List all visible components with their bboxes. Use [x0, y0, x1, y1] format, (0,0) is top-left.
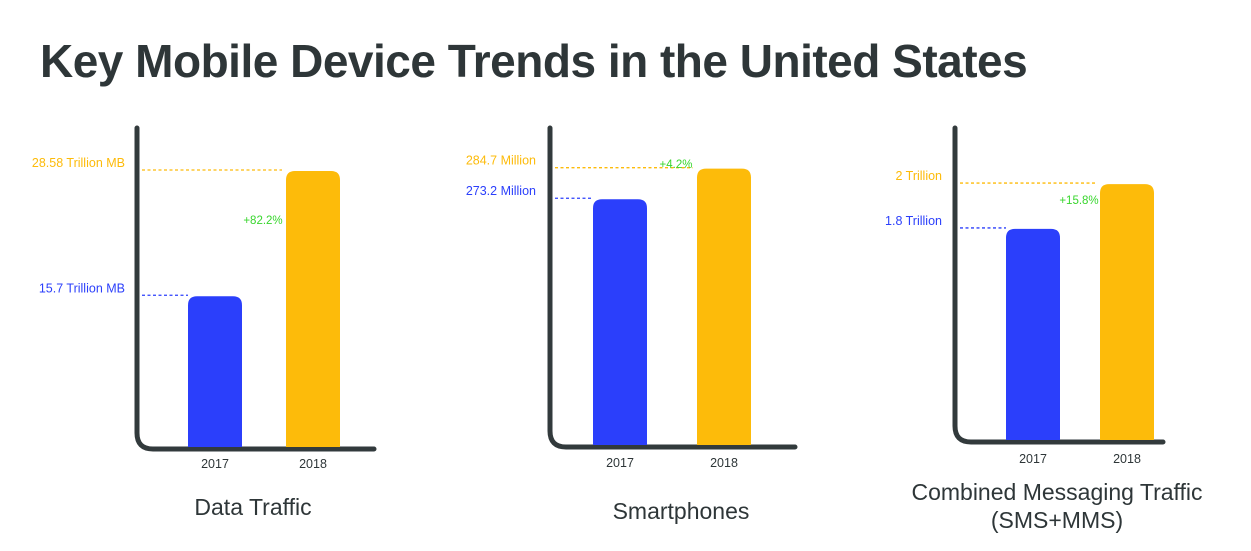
chart-3-category-label-2017: 2017	[1019, 452, 1047, 466]
chart-2-bar-2018	[697, 168, 751, 446]
chart-2-change-label: +4.2%	[660, 159, 693, 171]
chart-2-title: Smartphones	[613, 498, 750, 524]
chart-3-bar-2017	[1006, 228, 1060, 440]
chart-3-value-label-2018: 2 Trillion	[895, 169, 942, 183]
chart-3-title-line-1: Combined Messaging Traffic	[911, 479, 1202, 505]
chart-3-title: Combined Messaging Traffic (SMS+MMS)	[911, 479, 1202, 533]
page-title: Key Mobile Device Trends in the United S…	[40, 35, 1028, 87]
chart-3-change-label: +15.8%	[1059, 195, 1098, 207]
chart-1-bar-2018	[286, 170, 340, 447]
chart-2-bar-2017	[593, 199, 647, 445]
chart-3-bar-2018	[1100, 184, 1154, 440]
chart-2-axis	[547, 125, 798, 450]
chart-3-category-label-2018: 2018	[1113, 452, 1141, 466]
chart-1-category-label-2018: 2018	[299, 457, 327, 471]
chart-3-title-line-2: (SMS+MMS)	[991, 507, 1123, 533]
chart-2-value-label-2017: 273.2 Million	[466, 184, 536, 198]
chart-1-title-line-1: Data Traffic	[194, 494, 311, 520]
chart-3-axis	[952, 125, 1166, 445]
chart-3-value-label-2017: 1.8 Trillion	[885, 214, 942, 228]
chart-1-value-label-2018: 28.58 Trillion MB	[32, 156, 125, 170]
chart-2-category-label-2018: 2018	[710, 456, 738, 470]
chart-2-title-line-1: Smartphones	[613, 498, 750, 524]
chart-2-category-label-2017: 2017	[606, 456, 634, 470]
chart-1-value-label-2017: 15.7 Trillion MB	[39, 281, 125, 295]
chart-1-change-label: +82.2%	[243, 215, 282, 227]
chart-1-category-label-2017: 2017	[201, 457, 229, 471]
chart-1-bar-2017	[188, 296, 242, 447]
chart-1-title: Data Traffic	[194, 494, 311, 520]
chart-1-axis	[134, 125, 377, 452]
chart-2-value-label-2018: 284.7 Million	[466, 154, 536, 168]
